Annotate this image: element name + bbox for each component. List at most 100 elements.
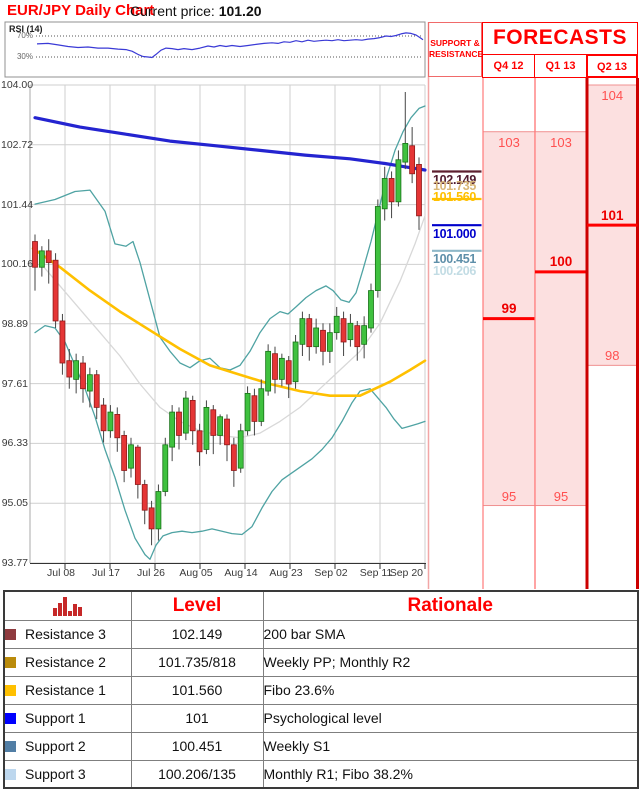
table-row-support-3: Support 3 100.206/135 Monthly R1; Fibo 3… [3, 759, 639, 789]
bar-chart-icon [5, 596, 131, 616]
y-axis-tick-label: 98.89 [1, 317, 28, 330]
table-row-resistance-2: Resistance 2 101.735/818 Weekly PP; Mont… [3, 647, 639, 677]
table-row-resistance-1: Resistance 1 101.560 Fibo 23.6% [3, 675, 639, 705]
current-price-label: Current price: [130, 3, 215, 19]
candle [141, 484, 148, 511]
sma-yellow-line [31, 247, 427, 398]
support-3-swatch [5, 768, 16, 780]
y-axis-tick-label: 96.33 [1, 437, 28, 450]
candle [381, 178, 388, 210]
candle [100, 404, 107, 432]
y-axis-tick-label: 93.77 [1, 557, 28, 569]
price-chart-canvas [4, 21, 639, 589]
candle [320, 329, 326, 352]
candle [38, 250, 45, 268]
candle [354, 325, 361, 348]
rationale-column-header: Rationale [262, 590, 639, 621]
forecast-low-label: 95 [501, 488, 517, 504]
candle [59, 320, 66, 364]
candle [244, 392, 251, 432]
candle [285, 360, 292, 385]
x-axis-tick-label: Sep 02 [314, 567, 348, 579]
candle [409, 145, 416, 175]
sr-level-label-101.735: 101.735 [433, 179, 477, 194]
levels-table-header-row: Level Rationale [3, 590, 639, 621]
candle [196, 430, 203, 453]
forecast-high-label: 103 [550, 134, 572, 150]
candle [114, 414, 121, 439]
forecast-low-label: 98 [605, 348, 620, 364]
sma-200-blue-line [33, 116, 427, 172]
bollinger-upper-band [34, 105, 426, 371]
level-column-header: Level [130, 590, 264, 621]
candle [265, 350, 272, 392]
candle [134, 446, 141, 485]
y-axis-tick-label: 101.44 [1, 198, 34, 211]
candle [278, 357, 285, 380]
candle [340, 318, 347, 343]
candle [189, 399, 196, 432]
sr-level-label-101.000: 101.000 [433, 227, 477, 242]
candle [230, 444, 237, 471]
sr-level-label-102.149: 102.149 [433, 173, 477, 188]
forecast-col-header-q4-12: Q4 12 [482, 54, 535, 78]
candle [128, 444, 134, 469]
forecast-col-header-q1-13: Q1 13 [534, 54, 587, 78]
candle [210, 409, 217, 436]
rsi-panel-frame [4, 21, 426, 78]
y-axis-tick-label: 97.61 [1, 377, 28, 390]
candle [155, 491, 162, 530]
candle [162, 444, 169, 492]
resistance-1-swatch [5, 685, 16, 696]
x-axis-tick-label: Aug 14 [224, 567, 258, 579]
candle [107, 411, 114, 432]
table-row-resistance-3: Resistance 3 102.149 200 bar SMA [3, 619, 639, 649]
rsi-line [36, 32, 424, 59]
forecast-point-label: 100 [549, 254, 573, 270]
sr-level-label-101.560: 101.560 [433, 190, 477, 204]
sr-level-label-100.206: 100.206 [433, 264, 477, 279]
x-axis-tick-label: Jul 08 [46, 567, 76, 579]
candle [299, 318, 306, 345]
candle [272, 353, 278, 380]
forecast-low-label: 95 [553, 488, 569, 504]
forecast-point-label: 99 [501, 301, 517, 317]
forecast-high-label: 104 [601, 88, 624, 103]
y-axis-tick-label: 95.05 [1, 497, 28, 510]
forecast-point-label: 101 [600, 207, 624, 223]
candle [388, 178, 395, 203]
candle [347, 322, 354, 341]
y-axis-tick-label: 102.72 [1, 138, 34, 151]
candle [32, 241, 38, 268]
candle [217, 416, 224, 436]
candle [361, 325, 368, 345]
table-row-support-1: Support 1 101 Psychological level [3, 703, 639, 733]
candle [395, 159, 402, 203]
candle [313, 327, 320, 348]
candle [86, 374, 93, 392]
candle [45, 250, 52, 263]
x-axis-tick-label: Aug 05 [179, 567, 213, 579]
table-row-support-2: Support 2 100.451 Weekly S1 [3, 731, 639, 761]
forecast-high-label: 103 [498, 134, 520, 150]
candle [176, 411, 182, 436]
candle [182, 397, 189, 434]
candle [306, 318, 313, 348]
current-price-value: 101.20 [218, 3, 262, 19]
x-axis-tick-label: Jul 26 [136, 567, 166, 579]
candle [416, 164, 422, 217]
x-axis-tick-label: Sep 11 [359, 567, 393, 579]
page-title: EUR/JPY Daily Chart [7, 2, 155, 19]
candle [402, 143, 409, 163]
forecast-col-header-q2-13: Q2 13 [586, 54, 638, 78]
candle [73, 360, 80, 380]
rsi-upper-level-label: 70% [16, 31, 33, 40]
resistance-2-swatch [5, 657, 16, 668]
candle [292, 341, 299, 383]
candle [333, 315, 340, 334]
sr-level-label-100.451: 100.451 [433, 252, 477, 267]
y-axis-tick-label: 100.16 [1, 258, 34, 271]
rsi-lower-level-label: 30% [16, 52, 33, 61]
candle [368, 290, 374, 329]
